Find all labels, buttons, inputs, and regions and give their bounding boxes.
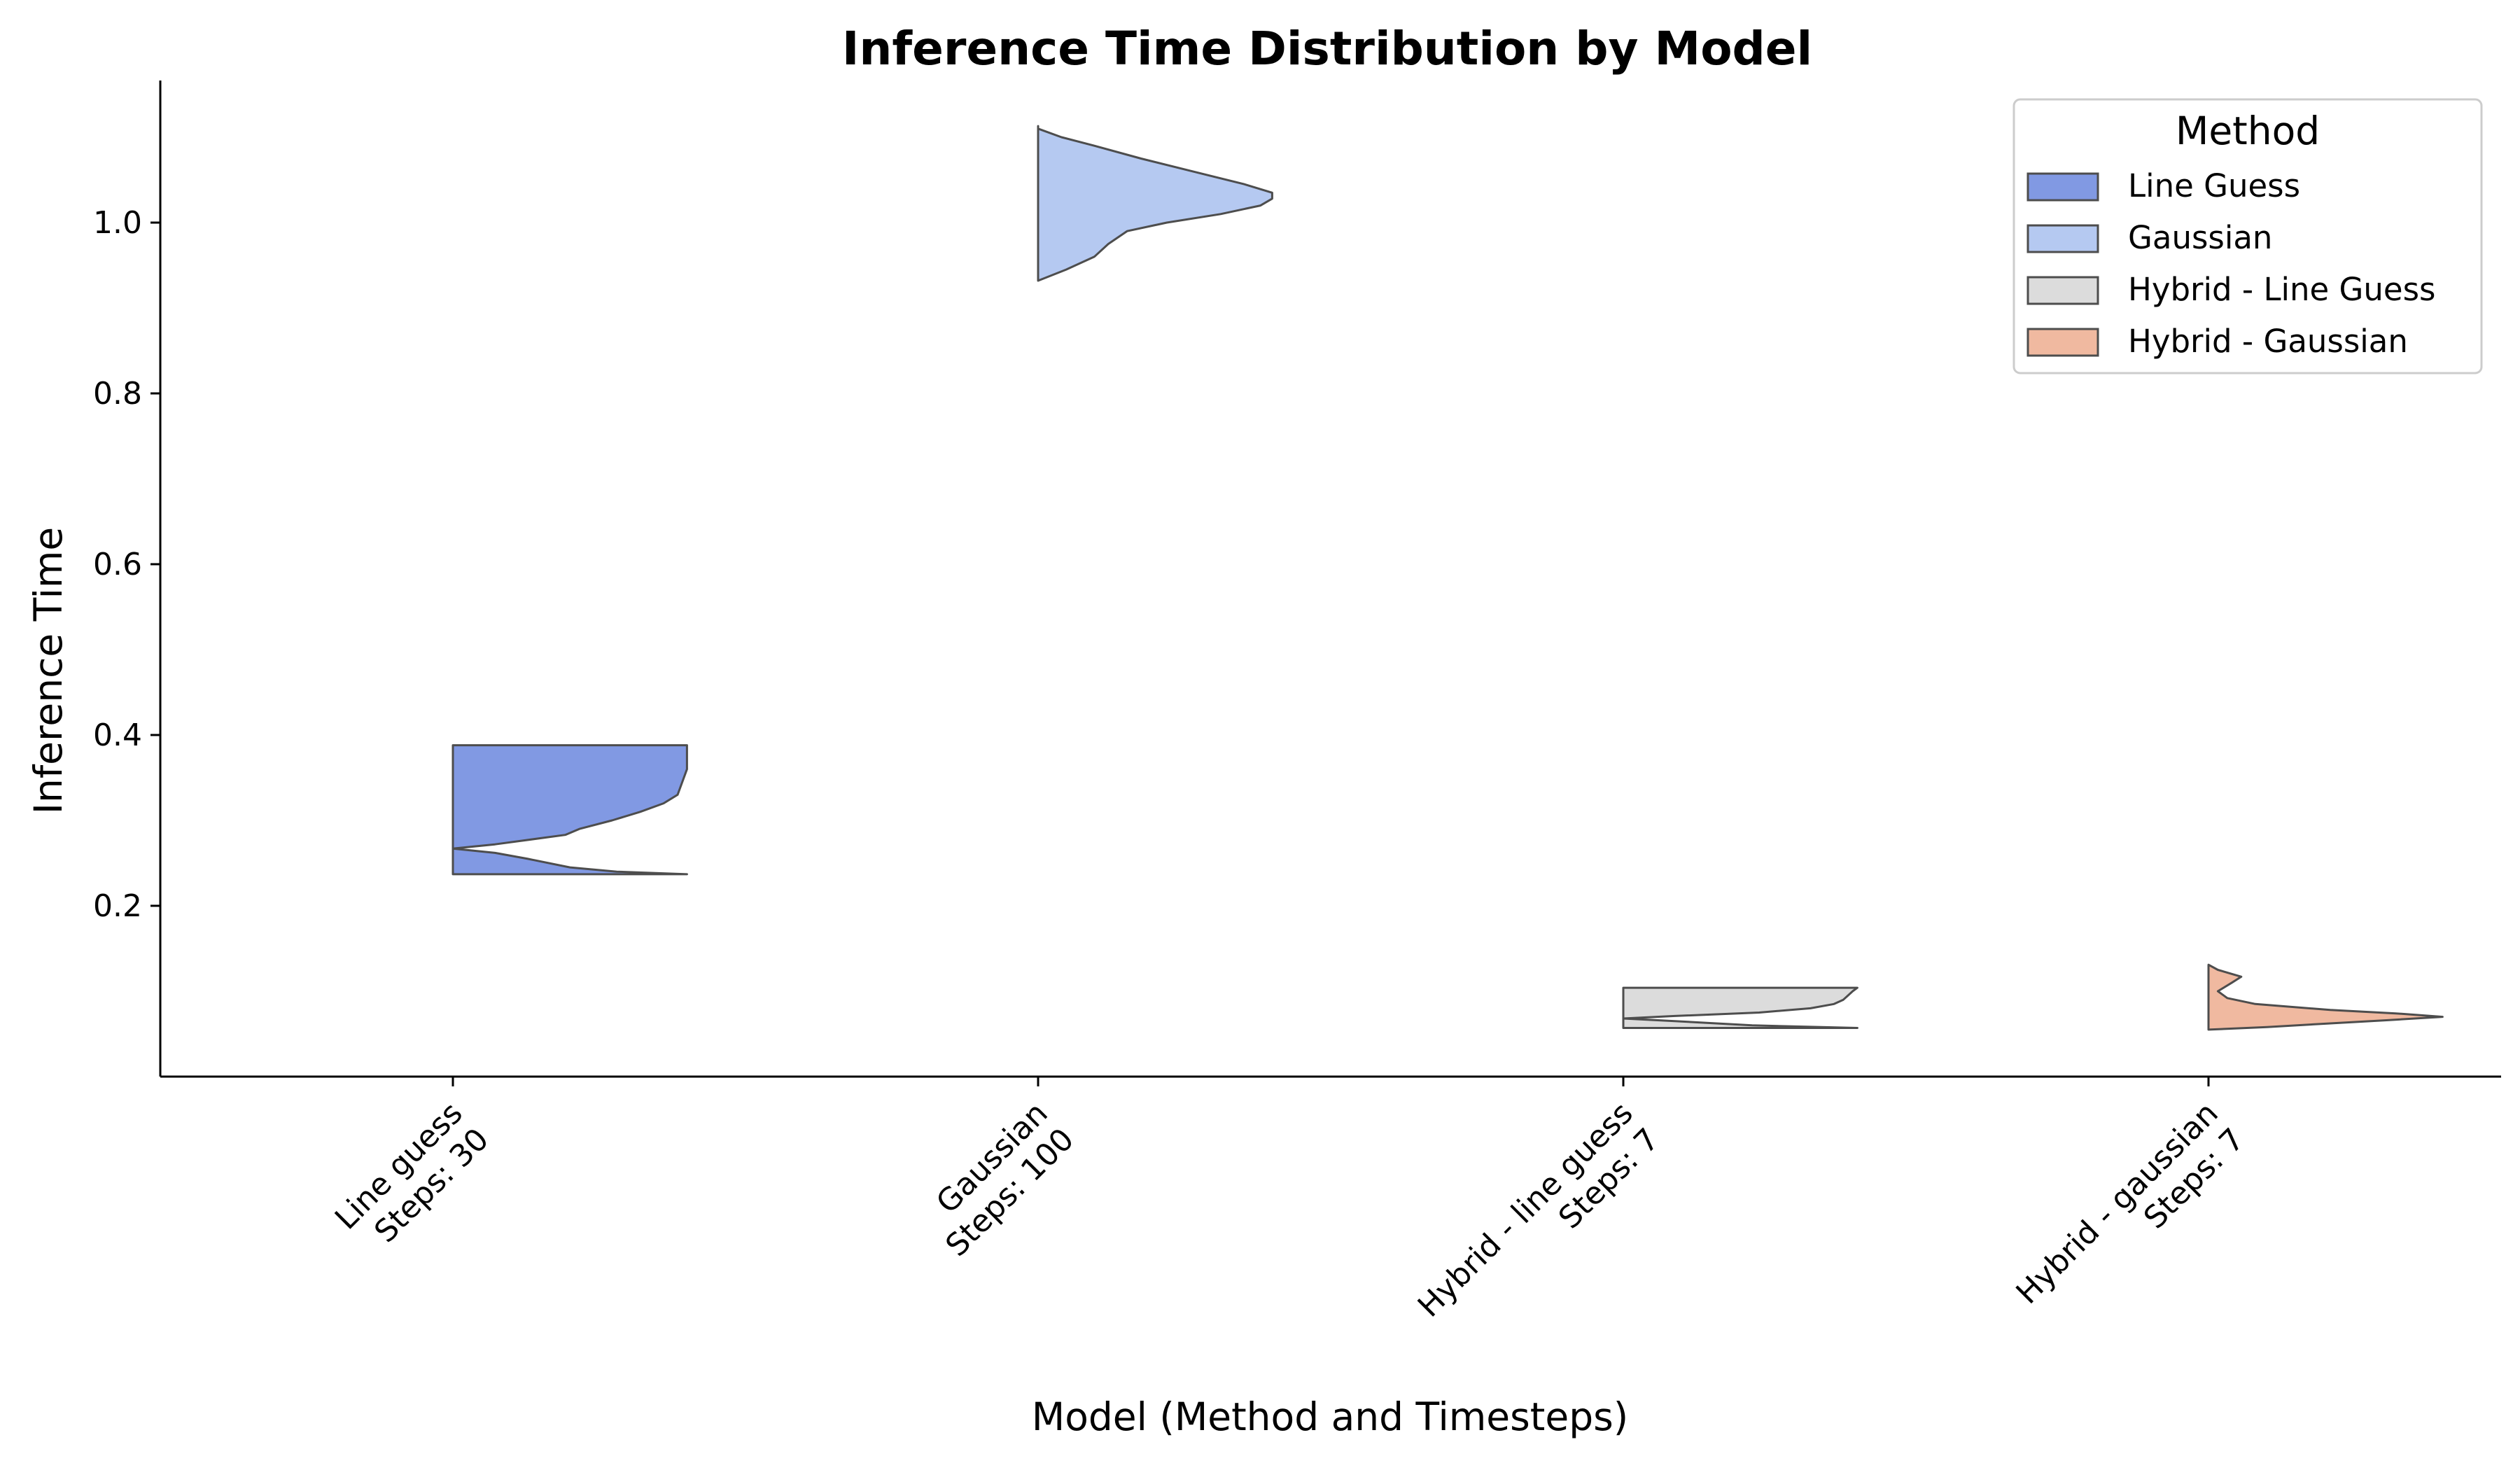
legend-swatch [2026,224,2099,253]
y-tick-label: 0.4 [93,718,142,753]
x-axis-label: Model (Method and Timesteps) [1032,1394,1628,1439]
legend-label: Hybrid - Gaussian [2128,323,2408,360]
violin-hybrid-gaussian [2207,963,2444,1031]
x-tick-label-line1: Hybrid - line guess [1411,1096,1640,1324]
legend-swatch [2026,328,2099,357]
legend-label: Line Guess [2128,167,2300,204]
legend-items: Line Guess Gaussian Hybrid - Line Guess Hyb… [2026,167,2436,360]
y-axis-label: Inference Time [26,527,71,815]
legend-label: Hybrid - Line Guess [2128,271,2436,308]
y-tick-label: 0.6 [93,547,142,582]
violins [451,125,2444,1031]
violin-hybrid-line-guess [1622,986,1858,1029]
legend: Method Line Guess Gaussian Hybrid - Line G… [2012,98,2483,374]
legend-title: Method [2176,108,2320,153]
chart-title: Inference Time Distribution by Model [842,22,1812,76]
legend-swatch [2026,276,2099,305]
legend-frame [2012,98,2483,374]
violin-gaussian [1037,125,1273,282]
y-tick-label: 0.8 [93,376,142,412]
violin-line-guess [451,744,688,876]
legend-label: Gaussian [2128,219,2272,256]
y-ticks: 0.2 0.4 0.6 0.8 1.0 [93,205,160,924]
legend-swatch [2026,172,2099,202]
y-tick-label: 0.2 [93,888,142,924]
y-tick-label: 1.0 [93,205,142,241]
